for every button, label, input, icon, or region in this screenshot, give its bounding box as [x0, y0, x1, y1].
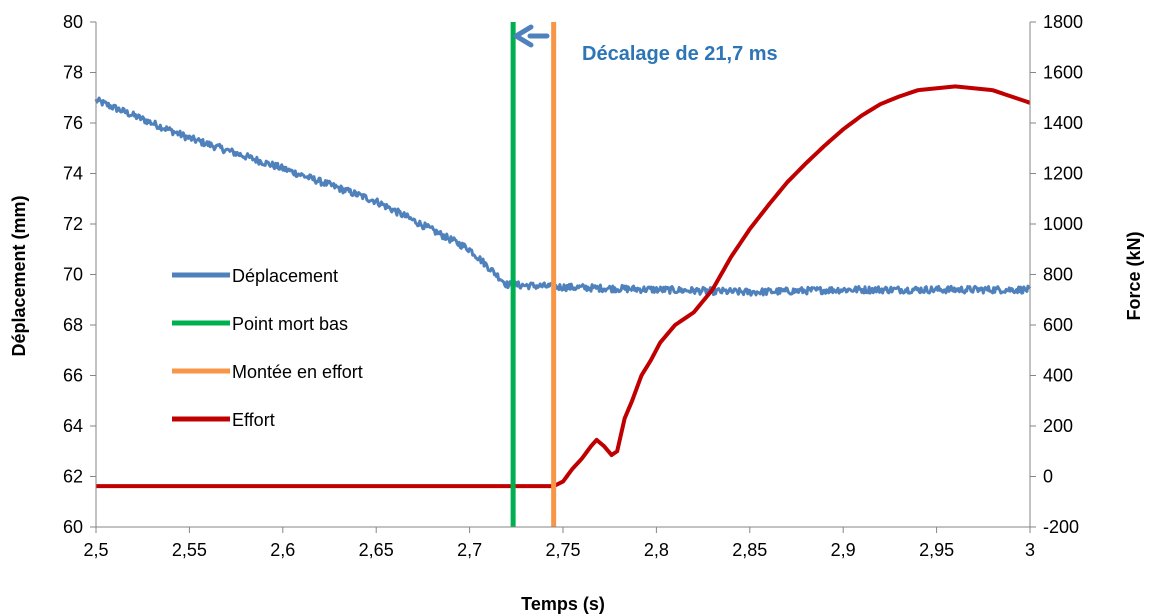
x-tick-label: 2,7	[457, 540, 482, 560]
y-right-tick-label: 0	[1043, 467, 1053, 487]
y-left-tick-label: 62	[63, 467, 83, 487]
x-tick-label: 2,8	[644, 540, 669, 560]
x-tick-label: 2,95	[919, 540, 954, 560]
y-right-tick-label: 400	[1043, 366, 1073, 386]
x-axis-title: Temps (s)	[521, 594, 605, 614]
y-left-tick-label: 70	[63, 265, 83, 285]
legend-label: Déplacement	[232, 266, 338, 286]
annotation: Décalage de 21,7 ms	[513, 24, 778, 65]
x-tick-label: 3	[1025, 540, 1035, 560]
x-tick-label: 2,55	[172, 540, 207, 560]
y-right-tick-label: 600	[1043, 315, 1073, 335]
legend-label: Effort	[232, 410, 275, 430]
y-right-tick-label: 800	[1043, 265, 1073, 285]
plot-lines	[94, 22, 1032, 527]
y-left-tick-label: 72	[63, 214, 83, 234]
x-tick-label: 2,65	[359, 540, 394, 560]
legend-label: Point mort bas	[232, 314, 348, 334]
y-left-tick-label: 60	[63, 517, 83, 537]
y-left-tick-label: 74	[63, 164, 83, 184]
series-deplacement	[94, 96, 1032, 297]
legend-label: Montée en effort	[232, 362, 363, 382]
legend: Déplacement Point mort bas Montée en effor…	[172, 266, 363, 430]
y-left-tick-label: 78	[63, 63, 83, 83]
y-right-tick-label: -200	[1043, 517, 1079, 537]
arrow-head-icon	[513, 24, 534, 48]
x-tick-label: 2,75	[545, 540, 580, 560]
y-left-tick-label: 80	[63, 12, 83, 32]
y-left-tick-label: 76	[63, 113, 83, 133]
series-effort	[95, 84, 1031, 489]
offset-annotation: Décalage de 21,7 ms	[582, 43, 778, 65]
y-right-tick-label: 1400	[1043, 113, 1083, 133]
y-left-tick-label: 64	[63, 416, 83, 436]
x-tick-label: 2,85	[732, 540, 767, 560]
y-right-tick-label: 1000	[1043, 214, 1083, 234]
y-right-tick-label: 200	[1043, 416, 1073, 436]
y-left-tick-label: 66	[63, 366, 83, 386]
ticks: 2,5 2,55 2,6 2,65 2,7 2,75 2,8 2,85 2,9 2,95 3 60 62…	[63, 12, 1083, 560]
x-tick-label: 2,5	[83, 540, 108, 560]
y-axis-right-title: Force (kN)	[1124, 231, 1144, 320]
y-axis-left-title: Déplacement (mm)	[9, 195, 29, 356]
x-tick-label: 2,6	[270, 540, 295, 560]
y-left-tick-label: 68	[63, 315, 83, 335]
x-tick-label: 2,9	[831, 540, 856, 560]
y-right-tick-label: 1600	[1043, 63, 1083, 83]
y-right-tick-label: 1200	[1043, 164, 1083, 184]
y-right-tick-label: 1800	[1043, 12, 1083, 32]
